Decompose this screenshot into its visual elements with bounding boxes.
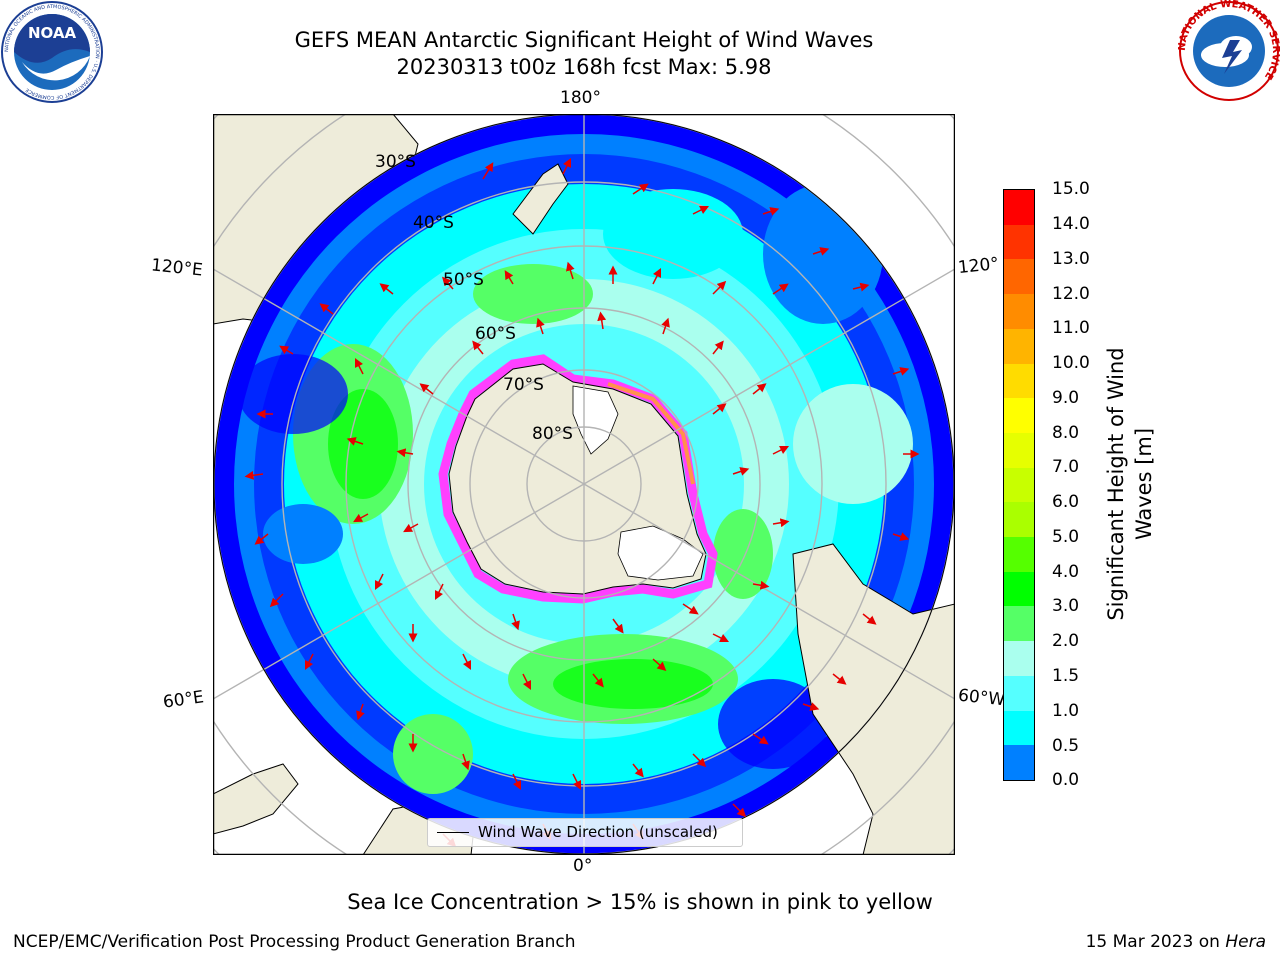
colorbar-tick: 7.0 [1052, 457, 1080, 477]
map-title: GEFS MEAN Antarctic Significant Height o… [294, 28, 874, 52]
lon-label-120e: 120°E [150, 255, 204, 281]
footer-date: 15 Mar 2023 on Hera [1086, 932, 1266, 952]
colorbar-tick: 4.0 [1052, 562, 1080, 582]
map-frame-border [213, 114, 955, 855]
colorbar-tick: 0.0 [1052, 770, 1080, 790]
colorbar-swatch [1004, 259, 1034, 295]
colorbar-tick: 2.0 [1052, 631, 1080, 651]
colorbar-tick: 9.0 [1052, 388, 1080, 408]
lon-label-0: 0° [573, 856, 593, 876]
noaa-logo-text: NOAA [28, 24, 77, 42]
colorbar-swatch [1004, 363, 1034, 399]
colorbar-tick: 12.0 [1052, 284, 1090, 304]
map-legend: Wind Wave Direction (unscaled) [427, 818, 743, 847]
colorbar-tick: 13.0 [1052, 249, 1090, 269]
polar-map [213, 114, 955, 855]
colorbar-tick: 1.0 [1052, 701, 1080, 721]
colorbar-tick: 8.0 [1052, 423, 1080, 443]
colorbar-swatch [1004, 224, 1034, 260]
map-subtitle: 20230313 t00z 168h fcst Max: 5.98 [396, 55, 772, 79]
sea-ice-caption: Sea Ice Concentration > 15% is shown in … [347, 890, 933, 914]
colorbar-swatch [1004, 398, 1034, 433]
colorbar-swatch [1004, 294, 1034, 329]
legend-line-icon [437, 832, 469, 833]
lat-label-80s: 80°S [532, 424, 573, 444]
colorbar-swatch [1004, 675, 1034, 711]
colorbar-tick: 3.0 [1052, 596, 1080, 616]
colorbar-tick: 15.0 [1052, 179, 1090, 199]
colorbar-swatch [1004, 537, 1034, 572]
colorbar-tick: 14.0 [1052, 214, 1090, 234]
footer-branch: NCEP/EMC/Verification Post Processing Pr… [13, 932, 576, 952]
lat-label-50s: 50°S [443, 270, 484, 290]
nws-logo-icon: NATIONAL WEATHER SERVICE [1178, 0, 1280, 101]
colorbar-swatch [1004, 745, 1034, 780]
colorbar-tick: 11.0 [1052, 318, 1090, 338]
colorbar-tick: 0.5 [1052, 736, 1080, 756]
colorbar-swatch [1004, 606, 1034, 642]
colorbar-label-line2: Waves [m] [1132, 427, 1156, 541]
wind-wave-direction-arrows [244, 157, 920, 848]
colorbar [1003, 189, 1035, 781]
colorbar-tick: 6.0 [1052, 492, 1080, 512]
colorbar-label-line1: Significant Height of Wind [1104, 347, 1128, 621]
noaa-logo-icon: NOAA NATIONAL OCEANIC AND ATMOSPHERIC AD… [1, 1, 103, 103]
colorbar-swatch [1004, 710, 1034, 746]
lon-label-60w: 60°W [957, 685, 1006, 711]
footer-host: Hera [1225, 932, 1266, 952]
lat-label-60s: 60°S [475, 324, 516, 344]
lat-label-30s: 30°S [375, 152, 416, 172]
colorbar-swatch [1004, 467, 1034, 503]
colorbar-tick: 5.0 [1052, 527, 1080, 547]
colorbar-swatch [1004, 571, 1034, 607]
lat-label-70s: 70°S [503, 375, 544, 395]
colorbar-tick: 10.0 [1052, 353, 1090, 373]
footer-date-text: 15 Mar 2023 on [1085, 932, 1226, 952]
colorbar-swatch [1004, 190, 1034, 225]
lon-label-120w: 120° [957, 253, 1000, 279]
lon-label-180: 180° [560, 88, 601, 108]
lon-label-60e: 60°E [161, 687, 206, 713]
colorbar-swatch [1004, 328, 1034, 364]
colorbar-tick: 1.5 [1052, 666, 1080, 686]
colorbar-swatch [1004, 502, 1034, 538]
colorbar-swatch [1004, 641, 1034, 676]
lat-label-40s: 40°S [413, 213, 454, 233]
legend-label: Wind Wave Direction (unscaled) [478, 823, 718, 841]
colorbar-swatch [1004, 432, 1034, 468]
